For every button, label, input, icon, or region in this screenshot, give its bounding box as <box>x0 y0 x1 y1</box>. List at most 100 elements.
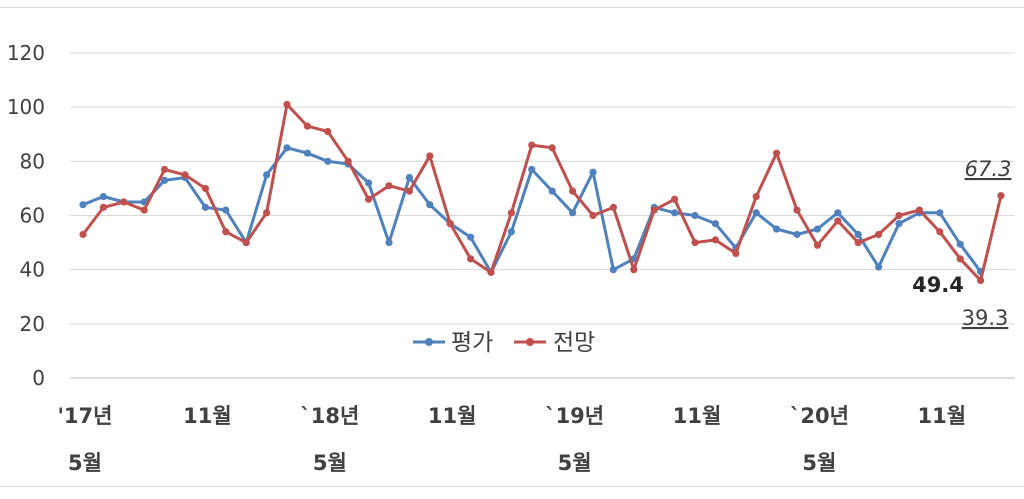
data-point <box>324 157 332 165</box>
gridlines <box>70 52 1015 379</box>
data-point <box>915 206 924 214</box>
y-tick-label: 80 <box>20 149 45 173</box>
data-point <box>405 187 413 195</box>
annotation-label: 39.3 <box>962 306 1009 330</box>
data-point <box>854 230 862 239</box>
legend-label: 평가 <box>451 330 493 356</box>
data-point <box>446 220 454 228</box>
y-tick-label: 120 <box>7 41 45 65</box>
x-tick-label: 5월 <box>313 451 347 475</box>
data-point <box>854 238 862 247</box>
data-point <box>977 276 985 285</box>
data-point <box>793 230 801 239</box>
data-point <box>834 209 842 217</box>
x-tick-label: 5월 <box>802 451 836 475</box>
annotation-label: 67.3 <box>965 157 1012 181</box>
data-point <box>385 238 393 247</box>
annotation-label: 49.4 <box>912 273 964 297</box>
data-point <box>303 122 311 130</box>
data-point <box>507 209 515 217</box>
data-point <box>242 238 250 247</box>
data-point <box>120 198 128 206</box>
data-point <box>99 203 107 211</box>
data-point <box>609 203 618 211</box>
data-point <box>324 127 332 136</box>
data-point <box>79 230 87 239</box>
bottom-border <box>0 486 1024 487</box>
data-point <box>650 206 658 214</box>
data-point <box>813 241 822 249</box>
data-point <box>344 157 352 165</box>
x-tick-label: `20년 <box>790 404 849 428</box>
legend-label: 전망 <box>553 330 595 356</box>
data-point <box>467 233 475 241</box>
x-tick-label: 11월 <box>918 404 967 428</box>
data-point <box>222 206 230 214</box>
y-tick-label: 20 <box>20 312 45 336</box>
data-point <box>691 211 699 220</box>
series-line-outlook <box>81 103 1003 282</box>
data-point <box>385 182 393 190</box>
y-tick-label: 0 <box>32 366 45 390</box>
data-point <box>283 100 291 109</box>
annotations: 67.3 49.4 39.3 <box>912 157 1011 330</box>
data-point <box>609 266 618 274</box>
data-point <box>365 195 373 203</box>
x-tick-label: 5월 <box>558 451 592 475</box>
data-point <box>752 209 760 217</box>
data-point <box>732 249 740 258</box>
x-tick-label: 5월 <box>68 451 102 475</box>
data-point <box>263 209 271 217</box>
data-point <box>956 255 964 263</box>
data-point <box>528 141 536 149</box>
legend: 평가 전망 <box>413 330 595 356</box>
data-point <box>895 220 903 228</box>
data-point <box>303 149 311 157</box>
data-point <box>875 263 883 271</box>
data-point <box>161 176 169 184</box>
data-point <box>79 201 87 209</box>
data-point <box>773 149 781 157</box>
data-point <box>630 266 638 274</box>
data-point <box>426 201 434 209</box>
y-tick-label: 40 <box>20 258 45 282</box>
data-point <box>99 192 107 201</box>
y-tick-label: 100 <box>7 95 45 119</box>
x-tick-label: '17년 <box>58 404 113 428</box>
y-axis-ticks: 0 20 40 60 80 100 120 <box>7 41 45 390</box>
y-tick-label: 60 <box>20 204 45 228</box>
x-tick-label: 11월 <box>428 404 477 428</box>
data-point <box>956 240 964 248</box>
data-point <box>467 255 475 263</box>
legend-marker <box>425 338 433 346</box>
data-point <box>222 228 230 236</box>
x-tick-label: 11월 <box>183 404 232 428</box>
data-point <box>997 192 1005 200</box>
data-point <box>711 236 720 244</box>
data-point <box>793 206 801 214</box>
data-point <box>569 209 577 217</box>
data-point <box>405 173 413 182</box>
data-point <box>201 184 209 193</box>
data-point <box>548 187 556 195</box>
x-tick-label: 11월 <box>673 404 722 428</box>
data-point <box>589 168 597 176</box>
data-point <box>201 203 209 211</box>
data-point <box>691 238 699 247</box>
data-point <box>813 225 822 233</box>
data-point <box>936 228 944 236</box>
data-point <box>752 192 760 201</box>
data-point <box>936 209 944 217</box>
top-border <box>0 7 1024 8</box>
data-point <box>671 195 679 203</box>
data-point <box>834 217 842 225</box>
data-point <box>895 211 903 220</box>
x-tick-label: `18년 <box>300 404 359 428</box>
data-point <box>671 209 679 217</box>
data-point <box>528 165 536 174</box>
data-point <box>773 225 781 233</box>
data-point <box>426 152 434 160</box>
data-point <box>487 268 495 276</box>
data-point <box>589 211 597 220</box>
